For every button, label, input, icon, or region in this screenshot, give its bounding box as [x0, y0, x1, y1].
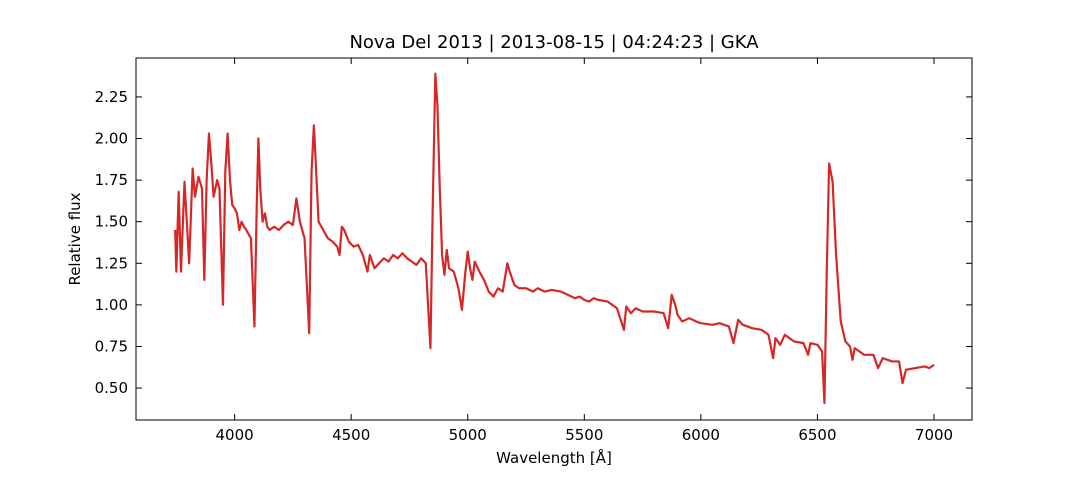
chart-title: Nova Del 2013 | 2013-08-15 | 04:24:23 | … [349, 32, 759, 53]
y-tick-label: 1.25 [95, 254, 128, 272]
y-tick-label: 2.25 [95, 88, 128, 106]
plot-frame [135, 57, 973, 421]
x-tick-label: 7000 [915, 426, 953, 444]
y-tick-label: 1.75 [95, 171, 128, 189]
x-tick-label: 5500 [565, 426, 603, 444]
y-tick-label: 1.50 [95, 213, 128, 231]
x-tick-label: 4000 [216, 426, 254, 444]
y-tick-label: 2.00 [95, 130, 128, 148]
y-tick-label: 1.00 [95, 296, 128, 314]
y-axis-label: Relative flux [66, 192, 84, 285]
spectrum-line [174, 72, 935, 405]
x-tick-label: 5000 [449, 426, 487, 444]
y-tick-label: 0.50 [95, 379, 128, 397]
x-tick-label: 6000 [682, 426, 720, 444]
x-tick-label: 6500 [798, 426, 836, 444]
y-tick-label: 0.75 [95, 337, 128, 355]
x-tick-label: 4500 [332, 426, 370, 444]
x-axis-label: Wavelength [Å] [496, 448, 612, 467]
